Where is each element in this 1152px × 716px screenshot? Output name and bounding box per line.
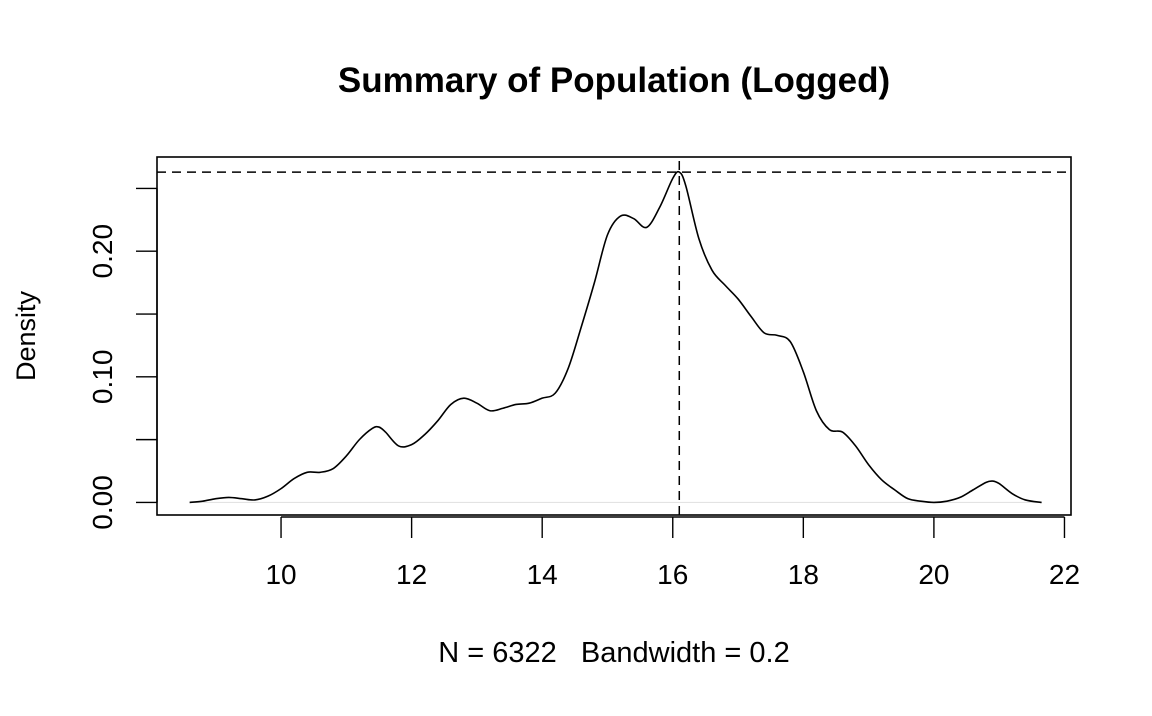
x-tick-label: 10 (265, 559, 296, 590)
x-tick-label: 18 (788, 559, 819, 590)
y-tick-label: 0.20 (87, 224, 118, 278)
x-axis: 10 12 14 16 18 20 22 (265, 516, 1080, 590)
density-curve (189, 170, 1042, 504)
y-tick-label: 0.00 (87, 475, 118, 530)
x-tick-label: 12 (396, 559, 427, 590)
plot-frame (156, 156, 1072, 516)
y-axis: 0.00 0.10 0.20 (87, 187, 158, 530)
chart-title: Summary of Population (Logged) (338, 61, 890, 100)
x-tick-label: 22 (1049, 559, 1080, 590)
y-tick-label: 0.10 (87, 350, 118, 405)
x-tick-label: 14 (527, 559, 558, 590)
plot-layer (157, 161, 1071, 515)
y-axis-label: Density (11, 290, 41, 381)
x-tick-label: 20 (918, 559, 949, 590)
x-tick-label: 16 (657, 559, 688, 590)
x-axis-label: N = 6322 Bandwidth = 0.2 (438, 637, 789, 669)
